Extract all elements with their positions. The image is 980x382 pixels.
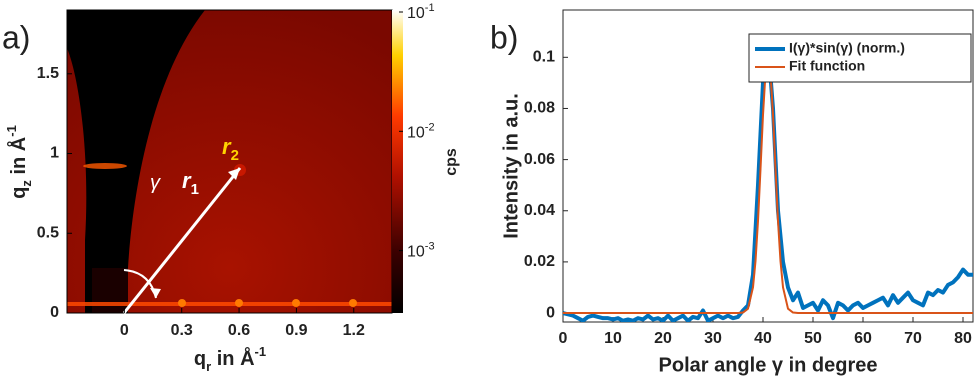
label-sup: -1	[4, 125, 19, 137]
y-tick-label: 0.08	[524, 100, 555, 117]
tick-exponent: -3	[425, 241, 435, 253]
panel-label: b)	[490, 19, 518, 55]
x-tick-label: 10	[604, 330, 622, 347]
annotation: γ	[150, 172, 161, 194]
y-tick-label: 1.5	[37, 65, 59, 82]
plot-area	[563, 42, 973, 322]
annotation-sub: 2	[231, 147, 239, 164]
legend-label: I(γ)*sin(γ) (norm.)	[789, 40, 905, 56]
y-tick-label: 0	[546, 304, 555, 321]
x-axis-label: qr in Å-1	[194, 344, 266, 374]
y-axis-label: Intensity in a.u.	[500, 93, 522, 239]
y-tick-label: 0.04	[524, 202, 555, 219]
x-tick-label: 0.9	[285, 322, 307, 339]
label-part: q	[8, 187, 30, 199]
series-line	[563, 56, 973, 315]
arrow	[122, 167, 242, 314]
tick-base: 10	[407, 125, 425, 142]
label-part: in Å	[6, 137, 30, 180]
axes-box	[562, 9, 974, 323]
y-tick-label: 0.1	[533, 49, 555, 66]
annotation-text: r	[222, 134, 232, 159]
x-tick-label: 20	[654, 330, 672, 347]
arc-head	[150, 288, 161, 298]
x-tick-label: 0.3	[171, 322, 193, 339]
x-tick-label: 0.6	[228, 322, 250, 339]
legend-box	[748, 33, 972, 83]
tick-exponent: -2	[425, 121, 435, 133]
colorbar	[392, 10, 403, 313]
label-sub: r	[206, 359, 211, 374]
detector-image	[67, 10, 392, 313]
panel-label: a)	[2, 19, 30, 55]
label-part: in Å	[211, 346, 254, 370]
x-tick-label: 30	[704, 330, 722, 347]
y-tick-label: 0	[50, 304, 59, 321]
x-tick-label: 0	[559, 330, 568, 347]
arrowhead	[228, 168, 240, 180]
y-tick-label: 0.5	[37, 224, 59, 241]
y-axis-label: qz in Å-1	[4, 125, 34, 199]
label-part: q	[194, 348, 206, 370]
tick-base: 10	[407, 5, 425, 22]
label-sub: z	[19, 180, 34, 187]
annotation-sub: 1	[191, 181, 199, 198]
x-axis-label: Polar angle γ in degree	[659, 354, 878, 376]
x-tick-label: 0	[120, 322, 129, 339]
colorbar-tick-label: 10-2	[407, 121, 435, 141]
y-tick-label: 1	[50, 145, 59, 162]
x-tick-label: 50	[804, 330, 822, 347]
annotation: r2	[222, 134, 239, 165]
x-tick-label: 40	[754, 330, 772, 347]
annotation: r1	[182, 168, 199, 199]
colorbar-tick-label: 10-1	[407, 2, 435, 22]
series-line	[563, 42, 973, 322]
annotation-text: r	[182, 168, 192, 193]
annotation-text: γ	[150, 172, 161, 194]
tick-base: 10	[407, 244, 425, 261]
x-tick-label: 60	[854, 330, 872, 347]
label-sup: -1	[255, 344, 267, 359]
x-tick-label: 70	[904, 330, 922, 347]
x-tick-label: 1.2	[343, 322, 365, 339]
colorbar-label: cps	[443, 148, 460, 176]
legend-label: Fit function	[789, 58, 865, 74]
x-tick-label: 80	[954, 330, 972, 347]
colorbar-tick-label: 10-3	[407, 241, 435, 261]
tick-exponent: -1	[425, 2, 435, 14]
y-tick-label: 0.02	[524, 253, 555, 270]
y-tick-label: 0.06	[524, 151, 555, 168]
